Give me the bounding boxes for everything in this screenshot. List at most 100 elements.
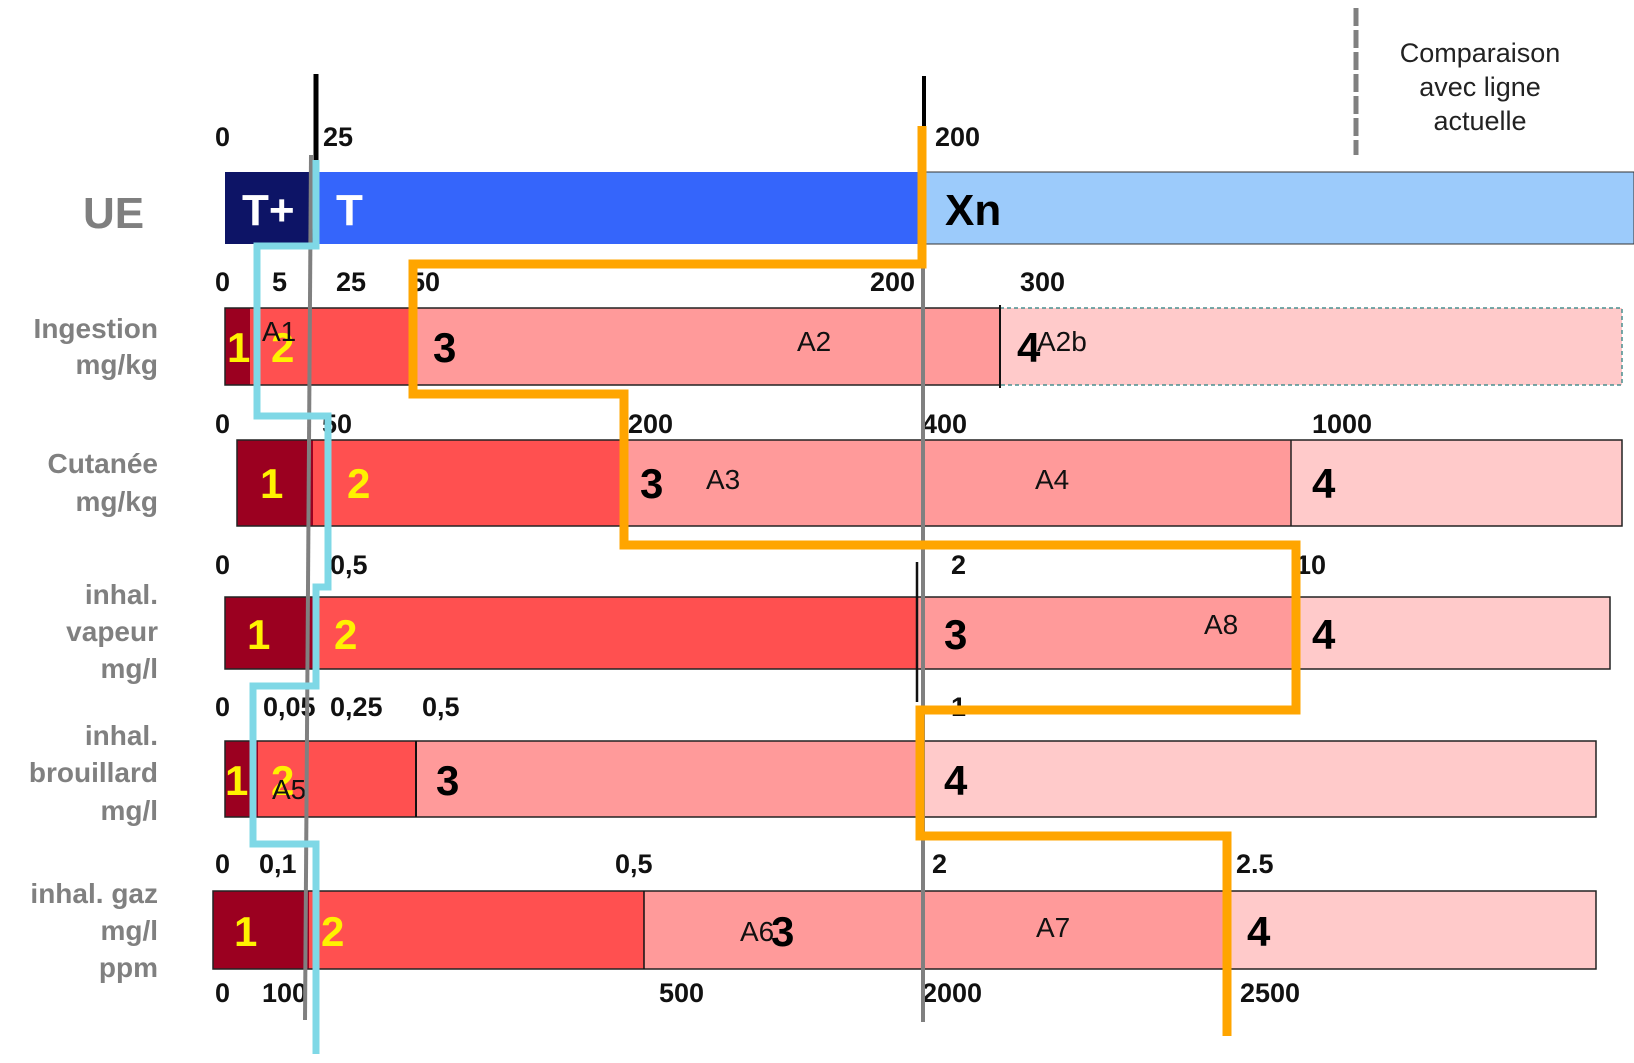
brouillard-tick-0: 0 — [215, 692, 230, 722]
gaz-tick-2: 2 — [932, 849, 947, 879]
legend-line-3: actuelle — [1433, 106, 1526, 136]
cutanee-cat-1: 1 — [260, 460, 283, 507]
vapeur-tick-0-5: 0,5 — [330, 550, 368, 580]
gaz-tick-0-5: 0,5 — [615, 849, 653, 879]
brouillard-band-2 — [258, 741, 416, 817]
gaz-band-3 — [644, 891, 1227, 969]
vapeur-label-line2: vapeur — [66, 616, 158, 647]
vapeur-label-line1: inhal. — [85, 579, 158, 610]
brouillard-cat-3: 3 — [436, 757, 459, 804]
brouillard-label-line2: brouillard — [29, 757, 158, 788]
orange-threshold-line — [408, 126, 1301, 1036]
gaz-cat-1: 1 — [234, 908, 257, 955]
brouillard-cat-1: 1 — [225, 757, 248, 804]
cutanee-ann-a4: A4 — [1035, 464, 1069, 495]
brouillard-band-4 — [920, 741, 1596, 817]
brouillard-tick-0-5: 0,5 — [422, 692, 460, 722]
reference-lines — [303, 8, 1359, 1022]
vapeur-band-1 — [225, 597, 313, 669]
ingestion-tick-200: 200 — [870, 267, 915, 297]
ue-band-label-t: T — [336, 186, 363, 235]
vapeur-label-line3: mg/l — [100, 653, 158, 684]
gaz-ppm-tick-0: 0 — [215, 978, 230, 1008]
vapeur-tick-0: 0 — [215, 550, 230, 580]
cutanee-row: Cutanée mg/kg 0 50 200 400 1000 1 2 3 4 … — [48, 409, 1623, 527]
ingestion-tick-25: 25 — [336, 267, 366, 297]
ue-row: UE 0 25 200 T+ T Xn — [83, 122, 1634, 245]
ingestion-band-2 — [250, 308, 415, 385]
cutanee-tick-200: 200 — [628, 409, 673, 439]
ingestion-ann-a2b: A2b — [1037, 326, 1087, 357]
vapeur-cat-2: 2 — [334, 611, 357, 658]
gaz-ann-a7: A7 — [1036, 912, 1070, 943]
ingestion-ann-a1: A1 — [262, 316, 296, 347]
cutanee-cat-4: 4 — [1312, 460, 1336, 507]
gaz-band-1 — [213, 891, 309, 969]
gaz-band-4 — [1227, 891, 1596, 969]
legend-line-1: Comparaison — [1400, 38, 1561, 68]
cutanee-tick-1000: 1000 — [1312, 409, 1372, 439]
vapeur-cat-1: 1 — [247, 611, 270, 658]
vapeur-cat-3: 3 — [944, 611, 967, 658]
vapeur-row: inhal. vapeur mg/l 0 0,5 2 10 1 2 3 4 A8 — [66, 550, 1611, 702]
cutanee-band-3 — [620, 440, 1291, 526]
vapeur-band-4 — [1293, 597, 1610, 669]
brouillard-row: inhal. brouillard mg/l 0 0,05 0,25 0,5 1… — [29, 692, 1597, 826]
ingestion-tick-5: 5 — [272, 267, 287, 297]
ingestion-band-3 — [415, 308, 1000, 385]
ue-row-label: UE — [83, 189, 144, 238]
ue-band-label-xn: Xn — [945, 186, 1001, 235]
gaz-label-line3: ppm — [99, 952, 158, 983]
ue-tick-0: 0 — [215, 122, 230, 152]
gaz-ppm-tick-2000: 2000 — [922, 978, 982, 1008]
ingestion-cat-4: 4 — [1017, 324, 1041, 371]
cutanee-bar-outline — [236, 439, 1623, 527]
gaz-ppm-tick-2500: 2500 — [1240, 978, 1300, 1008]
gaz-label-line2: mg/l — [100, 915, 158, 946]
legend: Comparaison avec ligne actuelle — [1400, 38, 1561, 136]
gaz-tick-0-1: 0,1 — [259, 849, 297, 879]
vapeur-tick-2: 2 — [951, 550, 966, 580]
ingestion-label-line1: Ingestion — [34, 313, 158, 344]
gaz-ppm-tick-500: 500 — [659, 978, 704, 1008]
ue-band-tplus — [225, 172, 317, 244]
brouillard-band-3 — [416, 741, 920, 817]
ingestion-label-line2: mg/kg — [76, 349, 158, 380]
ingestion-cat-2: 2 — [271, 324, 294, 371]
gaz-ppm-tick-100: 100 — [262, 978, 307, 1008]
brouillard-cat-4: 4 — [944, 757, 968, 804]
gaz-cat-3: 3 — [771, 908, 794, 955]
cutanee-label-line1: Cutanée — [48, 448, 158, 479]
vapeur-cat-4: 4 — [1312, 611, 1336, 658]
cyan-threshold-line — [249, 160, 332, 1054]
ue-band-label-tplus: T+ — [242, 186, 295, 235]
legend-line-2: avec ligne — [1419, 72, 1541, 102]
gaz-label-line1: inhal. gaz — [30, 878, 158, 909]
vapeur-tick-10: 10 — [1296, 550, 1326, 580]
ingestion-cat-3: 3 — [433, 324, 456, 371]
ue-band-xn — [923, 171, 1634, 245]
ingestion-cat-1: 1 — [227, 324, 250, 371]
gaz-ann-a6: A6 — [740, 916, 774, 947]
gaz-cat-4: 4 — [1247, 908, 1271, 955]
gaz-tick-0: 0 — [215, 849, 230, 879]
ue-band-t — [317, 172, 924, 244]
brouillard-label-line3: mg/l — [100, 795, 158, 826]
ingestion-tick-0: 0 — [215, 267, 230, 297]
brouillard-tick-0-25: 0,25 — [330, 692, 383, 722]
cutanee-band-2 — [313, 440, 620, 526]
ingestion-band-1 — [225, 308, 250, 385]
brouillard-label-line1: inhal. — [85, 720, 158, 751]
gaz-tick-2-5: 2.5 — [1236, 849, 1274, 879]
ingestion-band-4 — [999, 307, 1623, 386]
cutanee-tick-400: 400 — [922, 409, 967, 439]
cutanee-cat-2: 2 — [347, 460, 370, 507]
brouillard-cat-2: 2 — [271, 757, 294, 804]
gaz-row: inhal. gaz mg/l ppm 0 0,1 0,5 2 2.5 0 10… — [30, 849, 1597, 1008]
ue-tick-200: 200 — [935, 122, 980, 152]
vapeur-band-3 — [917, 597, 1293, 669]
ingestion-row: Ingestion mg/kg 0 5 25 50 200 300 1 2 3 … — [34, 267, 1623, 388]
gaz-band-2 — [309, 891, 644, 969]
brouillard-bar-outline — [224, 740, 1597, 818]
